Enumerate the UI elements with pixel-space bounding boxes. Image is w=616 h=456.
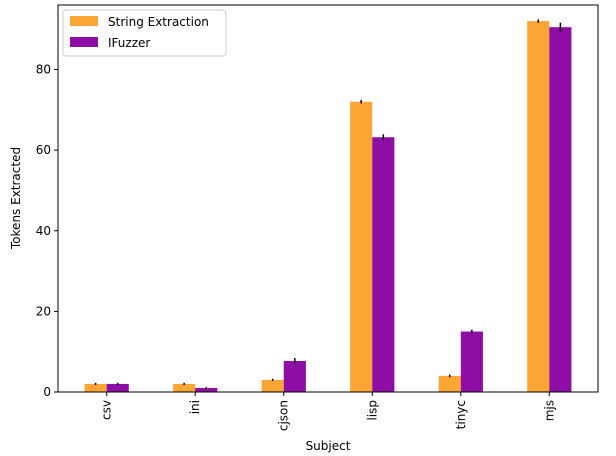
bar-ifuzzer-mjs — [549, 27, 572, 392]
bar-string-extraction-lisp — [350, 101, 373, 392]
x-axis-label: Subject — [306, 439, 351, 453]
legend-label-ifuzzer: IFuzzer — [108, 36, 150, 50]
bars-layer — [84, 21, 572, 392]
x-axis: csv ini cjson lisp tinyc mjs — [100, 392, 556, 431]
bar-ifuzzer-csv — [106, 383, 129, 392]
bar-string-extraction-tinyc — [438, 375, 461, 392]
y-tick-label-80: 80 — [36, 63, 51, 77]
bar-string-extraction-mjs — [527, 21, 550, 392]
error-bars-layer — [94, 19, 562, 389]
y-axis: 0 20 40 60 80 — [36, 63, 58, 399]
x-tick-label-cjson: cjson — [277, 400, 291, 431]
bar-string-extraction-csv — [84, 383, 107, 392]
plot-frame — [57, 4, 599, 393]
legend: String Extraction IFuzzer — [62, 9, 227, 57]
bar-string-extraction-ini — [173, 383, 196, 392]
y-tick-label-40: 40 — [36, 224, 51, 238]
legend-swatch-ifuzzer — [70, 37, 98, 47]
legend-frame — [62, 9, 227, 57]
y-tick-label-0: 0 — [43, 385, 51, 399]
x-tick-label-csv: csv — [100, 400, 114, 420]
legend-label-string-extraction: String Extraction — [108, 15, 209, 29]
x-tick-label-tinyc: tinyc — [454, 400, 468, 429]
bar-string-extraction-cjson — [261, 379, 284, 392]
bar-ifuzzer-ini — [195, 387, 218, 392]
x-tick-label-ini: ini — [188, 400, 202, 414]
bar-ifuzzer-tinyc — [460, 331, 483, 392]
legend-swatch-string-extraction — [70, 16, 98, 26]
y-tick-label-20: 20 — [36, 304, 51, 318]
y-tick-label-60: 60 — [36, 143, 51, 157]
x-tick-label-mjs: mjs — [542, 400, 556, 421]
bar-ifuzzer-cjson — [283, 360, 306, 392]
x-tick-label-lisp: lisp — [365, 400, 379, 421]
bar-ifuzzer-lisp — [372, 137, 395, 392]
y-axis-label: Tokens Extracted — [9, 147, 23, 250]
